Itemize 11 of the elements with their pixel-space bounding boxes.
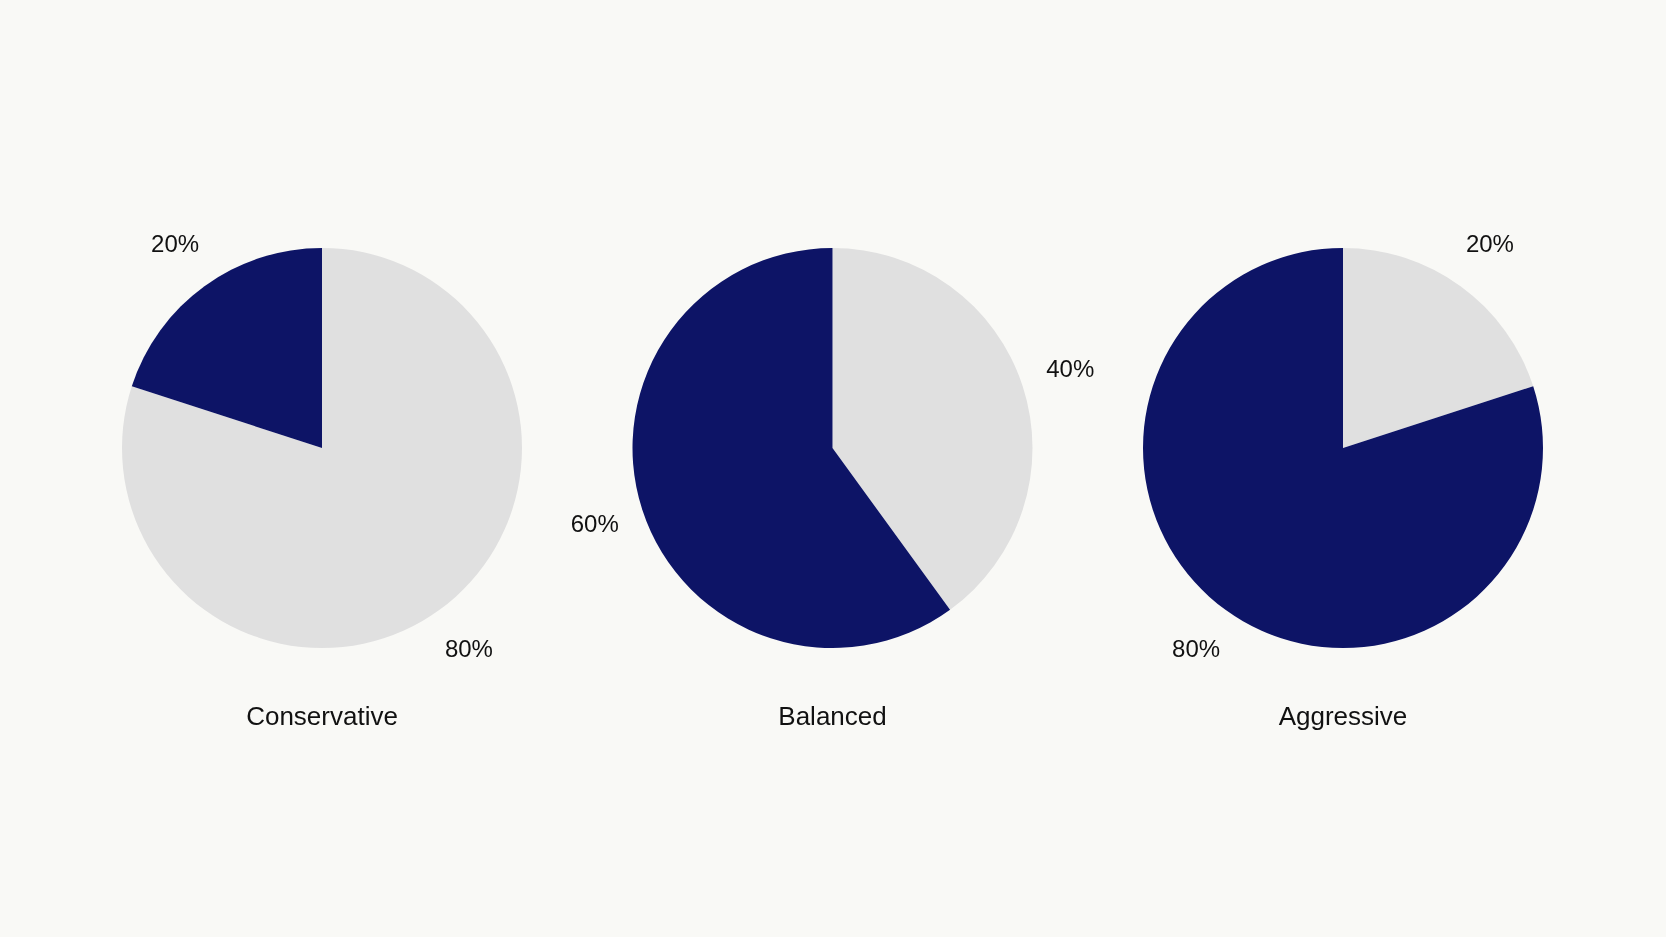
text: Aggressive (1278, 700, 1408, 731)
data-label: 80% (1172, 634, 1221, 662)
data-label: 60% (570, 509, 619, 537)
text: Balanced (778, 700, 887, 731)
data-label: 40% (1046, 355, 1095, 383)
text: Conservative (246, 700, 398, 731)
pie-slice (832, 248, 1033, 610)
data-label: 20% (1465, 230, 1514, 258)
pie-slice (632, 248, 951, 648)
data-label: 80% (444, 634, 493, 662)
data-label: 20% (151, 230, 200, 258)
